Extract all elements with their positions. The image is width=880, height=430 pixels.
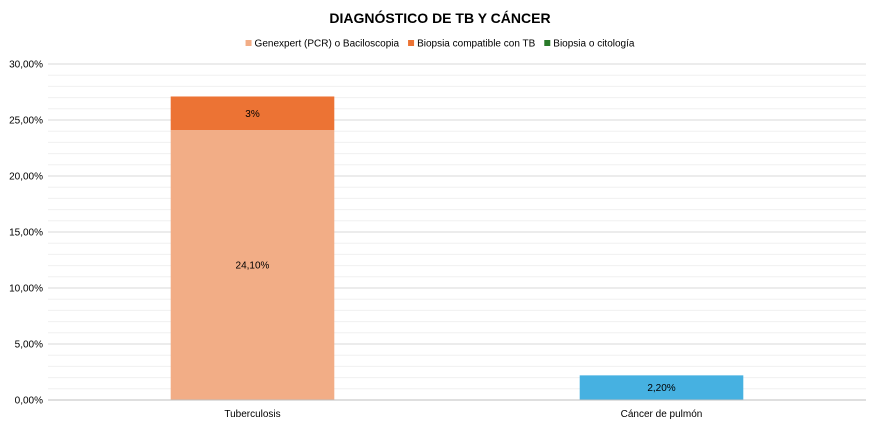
data-label: 24,10% xyxy=(236,261,270,272)
y-tick-label: 15,00% xyxy=(9,228,43,239)
y-tick-label: 5,00% xyxy=(15,340,43,351)
y-tick-label: 0,00% xyxy=(15,396,43,407)
bar-segment xyxy=(170,96,335,131)
y-tick-label: 30,00% xyxy=(9,60,43,71)
legend-label: Biopsia compatible con TB xyxy=(417,39,536,50)
x-tick-label: Tuberculosis xyxy=(224,409,280,420)
legend-item: Genexpert (PCR) o Baciloscopia xyxy=(245,39,400,50)
y-axis: 0,00% 5,00% 10,00% 15,00% 20,00% 25,00% 30,00% xyxy=(9,60,43,407)
legend-swatch xyxy=(408,40,415,46)
chart-legend: Genexpert (PCR) o Baciloscopia Biopsia co… xyxy=(245,39,635,50)
legend-label: Biopsia o citología xyxy=(553,39,635,50)
bar-segment xyxy=(579,375,744,400)
y-tick-label: 10,00% xyxy=(9,284,43,295)
legend-swatch xyxy=(245,40,252,46)
data-label: 3% xyxy=(245,109,260,120)
data-label: 2,20% xyxy=(647,383,675,394)
legend-label: Genexpert (PCR) o Baciloscopia xyxy=(255,39,400,50)
y-tick-label: 25,00% xyxy=(9,116,43,127)
bars: 24,10% 3% 2,20% xyxy=(170,96,744,400)
legend-swatch xyxy=(544,40,551,46)
legend-item: Biopsia compatible con TB xyxy=(408,39,536,50)
x-tick-label: Cáncer de pulmón xyxy=(621,409,703,420)
bar-segment xyxy=(170,130,335,400)
legend-item: Biopsia o citología xyxy=(544,39,635,50)
x-axis: Tuberculosis Cáncer de pulmón xyxy=(48,399,866,420)
chart-title: DIAGNÓSTICO DE TB Y CÁNCER xyxy=(329,9,550,26)
y-tick-label: 20,00% xyxy=(9,172,43,183)
